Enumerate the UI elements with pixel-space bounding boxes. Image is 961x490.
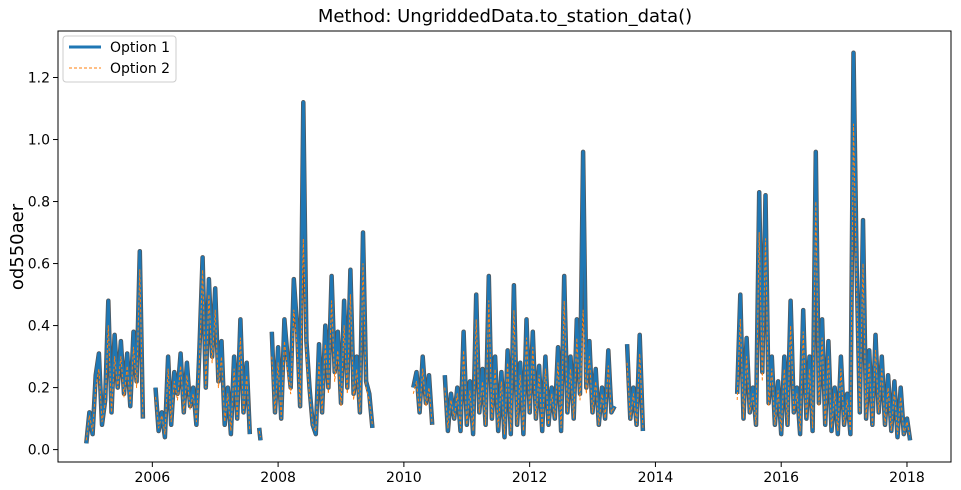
plot-frame <box>57 30 952 463</box>
series-line-option-2 <box>271 238 373 432</box>
series-line-option-1 <box>270 100 374 436</box>
legend-label-option-2: Option 2 <box>110 61 170 77</box>
x-tick-label: 2006 <box>135 470 171 486</box>
series-line-option-1 <box>84 249 145 444</box>
y-tick-label: 0.0 <box>28 443 50 459</box>
x-axis-ticks: 2006 2008 2010 2012 2014 2016 2018 <box>135 462 925 486</box>
series-line-option-1 <box>411 355 434 425</box>
y-axis-label: od550aer <box>7 203 28 290</box>
y-tick-label: 0.4 <box>28 319 50 335</box>
x-tick-label: 2010 <box>386 470 422 486</box>
series-line-option-2 <box>444 300 616 435</box>
x-tick-label: 2008 <box>260 470 296 486</box>
chart-title: Method: UngriddedData.to_station_data() <box>318 6 692 27</box>
x-tick-label: 2016 <box>763 470 799 486</box>
x-tick-label: 2012 <box>512 470 548 486</box>
series-line-option-2 <box>626 353 644 428</box>
series-line-option-2 <box>155 269 251 435</box>
series-line-option-1 <box>154 255 252 439</box>
y-axis-ticks: 0.0 0.2 0.4 0.6 0.8 1.0 1.2 <box>28 71 58 459</box>
series-line-option-1 <box>625 333 645 432</box>
series-line-option-2 <box>258 430 261 438</box>
x-tick-label: 2014 <box>638 470 674 486</box>
legend: Option 1 Option 2 <box>62 35 177 83</box>
x-tick-label: 2018 <box>889 470 925 486</box>
y-tick-label: 0.6 <box>28 257 50 273</box>
y-tick-label: 1.0 <box>28 133 50 149</box>
y-tick-label: 0.8 <box>28 195 50 211</box>
y-tick-label: 1.2 <box>28 71 50 87</box>
series-line-option-2 <box>736 123 911 438</box>
series-line-option-2 <box>412 368 433 425</box>
y-tick-label: 0.2 <box>28 381 50 397</box>
legend-label-option-1: Option 1 <box>110 40 170 56</box>
plot-series-layer <box>84 50 913 444</box>
series-line-option-1 <box>257 427 262 441</box>
series-line-option-2 <box>85 269 144 441</box>
